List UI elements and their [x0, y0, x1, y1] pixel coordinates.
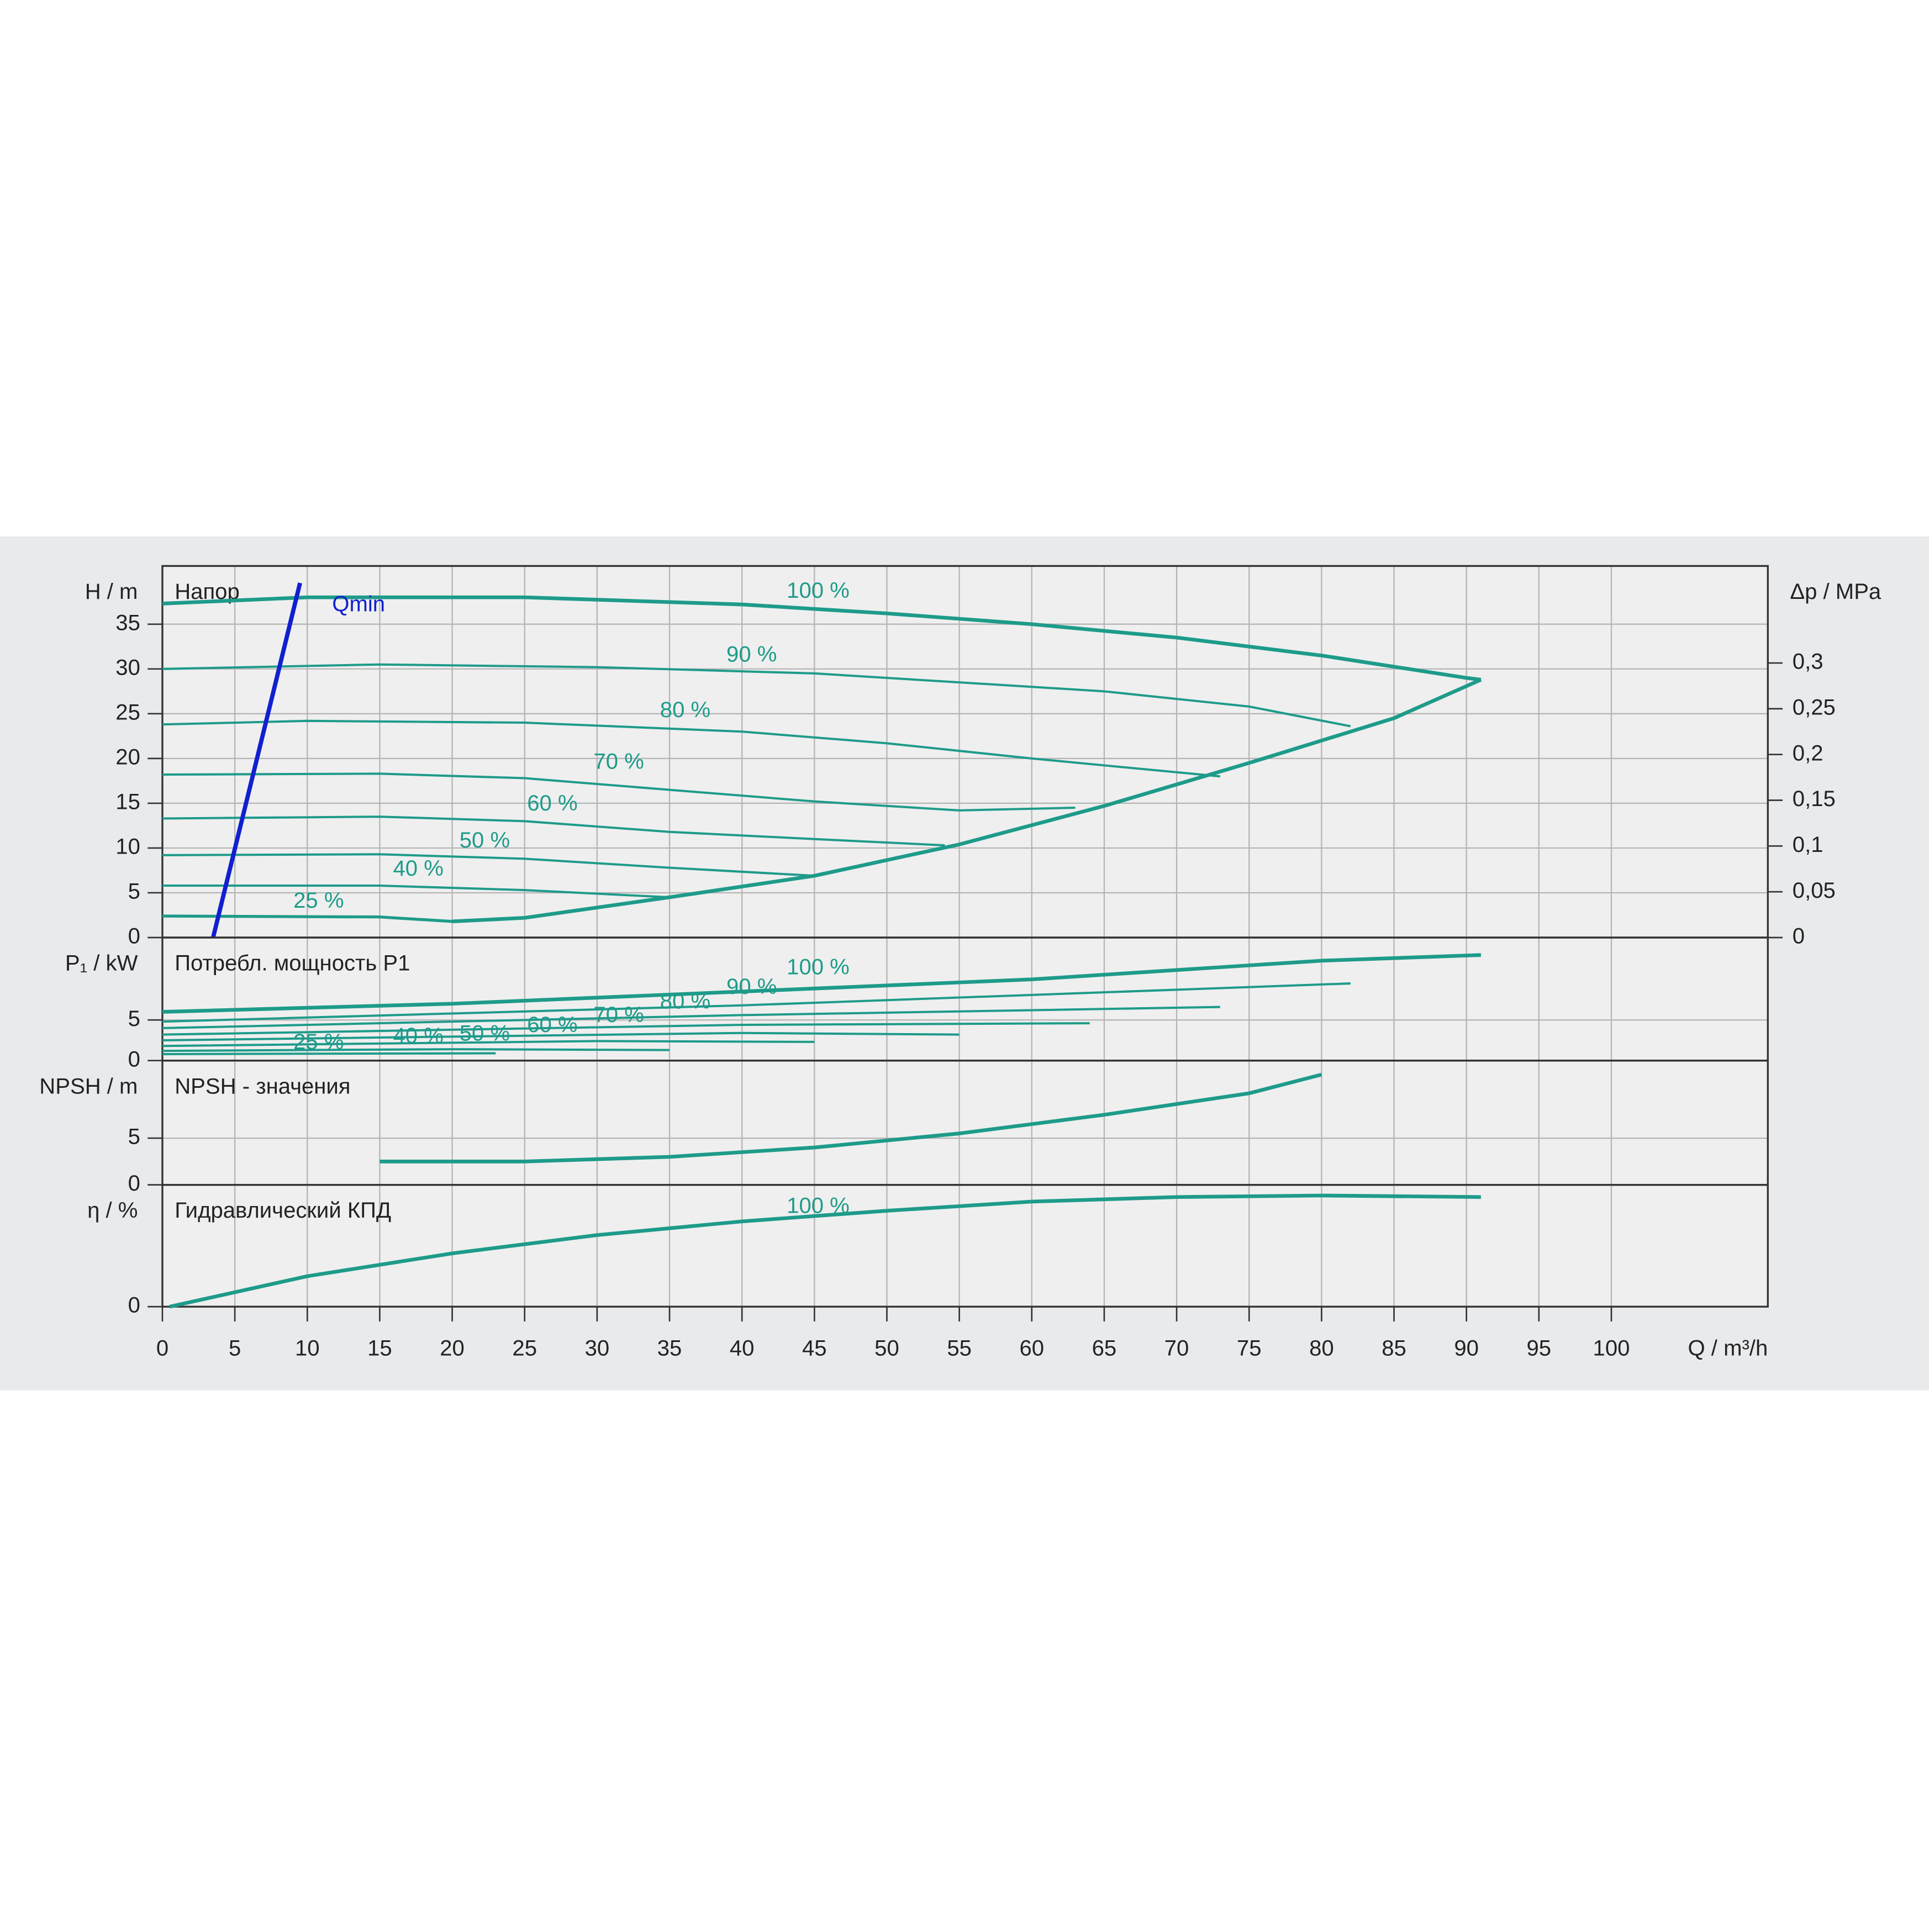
series-line — [162, 1022, 1090, 1036]
series-label: 40 % — [393, 856, 444, 881]
y-tick-label: 30 — [115, 655, 140, 680]
series-label: 100 % — [787, 1193, 850, 1218]
series-line — [162, 1006, 1220, 1029]
series-line — [162, 1031, 960, 1041]
series-label: 60 % — [527, 791, 577, 815]
x-tick-label: 30 — [585, 1336, 610, 1361]
x-tick-label: 100 — [1593, 1336, 1630, 1361]
series-line — [162, 982, 1351, 1023]
series-label: 80 % — [660, 989, 710, 1014]
y2-tick-label: 0,25 — [1793, 695, 1836, 719]
y-axis-label: NPSH / m — [39, 1074, 138, 1098]
y-tick-label: 0 — [128, 1047, 140, 1071]
series-line — [162, 953, 1482, 1014]
y-tick-label: 10 — [115, 835, 140, 859]
series-line — [162, 595, 1482, 682]
x-tick-label: 45 — [802, 1336, 827, 1361]
x-tick-label: 70 — [1164, 1336, 1189, 1361]
x-tick-label: 0 — [156, 1336, 168, 1361]
series-label: 100 % — [787, 955, 850, 979]
x-tick-label: 20 — [440, 1336, 465, 1361]
series-line — [210, 582, 302, 938]
series-label: 50 % — [460, 1022, 510, 1046]
series-line — [162, 772, 1076, 812]
series-label: 25 % — [293, 888, 344, 913]
x-tick-label: 65 — [1092, 1336, 1117, 1361]
y-tick-label: 5 — [128, 1007, 140, 1031]
y-tick-label: 20 — [115, 745, 140, 769]
y-tick-label: 5 — [128, 880, 140, 904]
y-tick-label: 5 — [128, 1125, 140, 1149]
x-tick-label: 95 — [1527, 1336, 1552, 1361]
panel-title: Потребл. мощность P1 — [175, 951, 410, 976]
series-label: Qmin — [332, 592, 385, 616]
x-tick-label: 90 — [1454, 1336, 1479, 1361]
series-label: 100 % — [787, 578, 850, 603]
x-tick-label: 10 — [295, 1336, 320, 1361]
x-tick-label: 15 — [367, 1336, 392, 1361]
series-line — [162, 853, 815, 877]
panel-title: NPSH - значения — [175, 1074, 350, 1098]
y-tick-label: 35 — [115, 610, 140, 635]
series-line — [162, 719, 1220, 778]
x-tick-label: 85 — [1382, 1336, 1406, 1361]
x-tick-label: 60 — [1019, 1336, 1044, 1361]
y-axis-label: η / % — [87, 1198, 138, 1223]
series-line — [169, 1193, 1481, 1309]
series-label: 80 % — [660, 698, 710, 722]
series-line — [452, 678, 1482, 924]
y-axis-label: H / m — [85, 580, 138, 604]
series-line — [162, 1052, 496, 1055]
y-tick-label: 0 — [128, 924, 140, 949]
panel-title: Гидравлический КПД — [175, 1198, 391, 1223]
x-tick-label: 80 — [1309, 1336, 1334, 1361]
panel-border — [161, 1183, 1769, 1308]
y-tick-label: 15 — [115, 790, 140, 814]
y2-tick-label: 0,1 — [1793, 833, 1823, 857]
x-tick-label: 25 — [512, 1336, 537, 1361]
x-tick-label: 40 — [730, 1336, 755, 1361]
y2-tick-label: 0,3 — [1793, 650, 1823, 674]
y2-axis-label: Δp / MPa — [1790, 580, 1881, 604]
series-label: 50 % — [460, 828, 510, 852]
series-label: 40 % — [393, 1024, 444, 1048]
y-tick-label: 25 — [115, 700, 140, 724]
x-tick-label: 5 — [229, 1336, 241, 1361]
series-label: 90 % — [726, 975, 777, 999]
series-line — [380, 1072, 1322, 1164]
x-tick-label: 75 — [1237, 1336, 1262, 1361]
series-line — [162, 1048, 670, 1052]
y-tick-label: 0 — [128, 1293, 140, 1318]
series-line — [162, 815, 945, 847]
x-tick-label: 35 — [657, 1336, 682, 1361]
series-label: 90 % — [726, 643, 777, 667]
y2-tick-label: 0,05 — [1793, 878, 1836, 903]
series-line — [162, 663, 1351, 728]
x-axis-label: Q / m³/h — [1688, 1336, 1768, 1361]
y-tick-label: 0 — [128, 1171, 140, 1196]
x-tick-label: 55 — [947, 1336, 972, 1361]
series-label: 70 % — [594, 1003, 644, 1027]
x-tick-label: 50 — [874, 1336, 899, 1361]
series-line — [162, 1040, 815, 1047]
y2-tick-label: 0,2 — [1793, 741, 1823, 765]
series-line — [162, 885, 670, 899]
series-label: 70 % — [594, 749, 644, 773]
y2-tick-label: 0,15 — [1793, 787, 1836, 811]
series-label: 25 % — [293, 1030, 344, 1054]
y2-tick-label: 0 — [1793, 924, 1805, 949]
plot-area — [162, 566, 1768, 1307]
y-axis-label: P₁ / kW — [65, 951, 138, 976]
series-label: 60 % — [527, 1013, 577, 1037]
